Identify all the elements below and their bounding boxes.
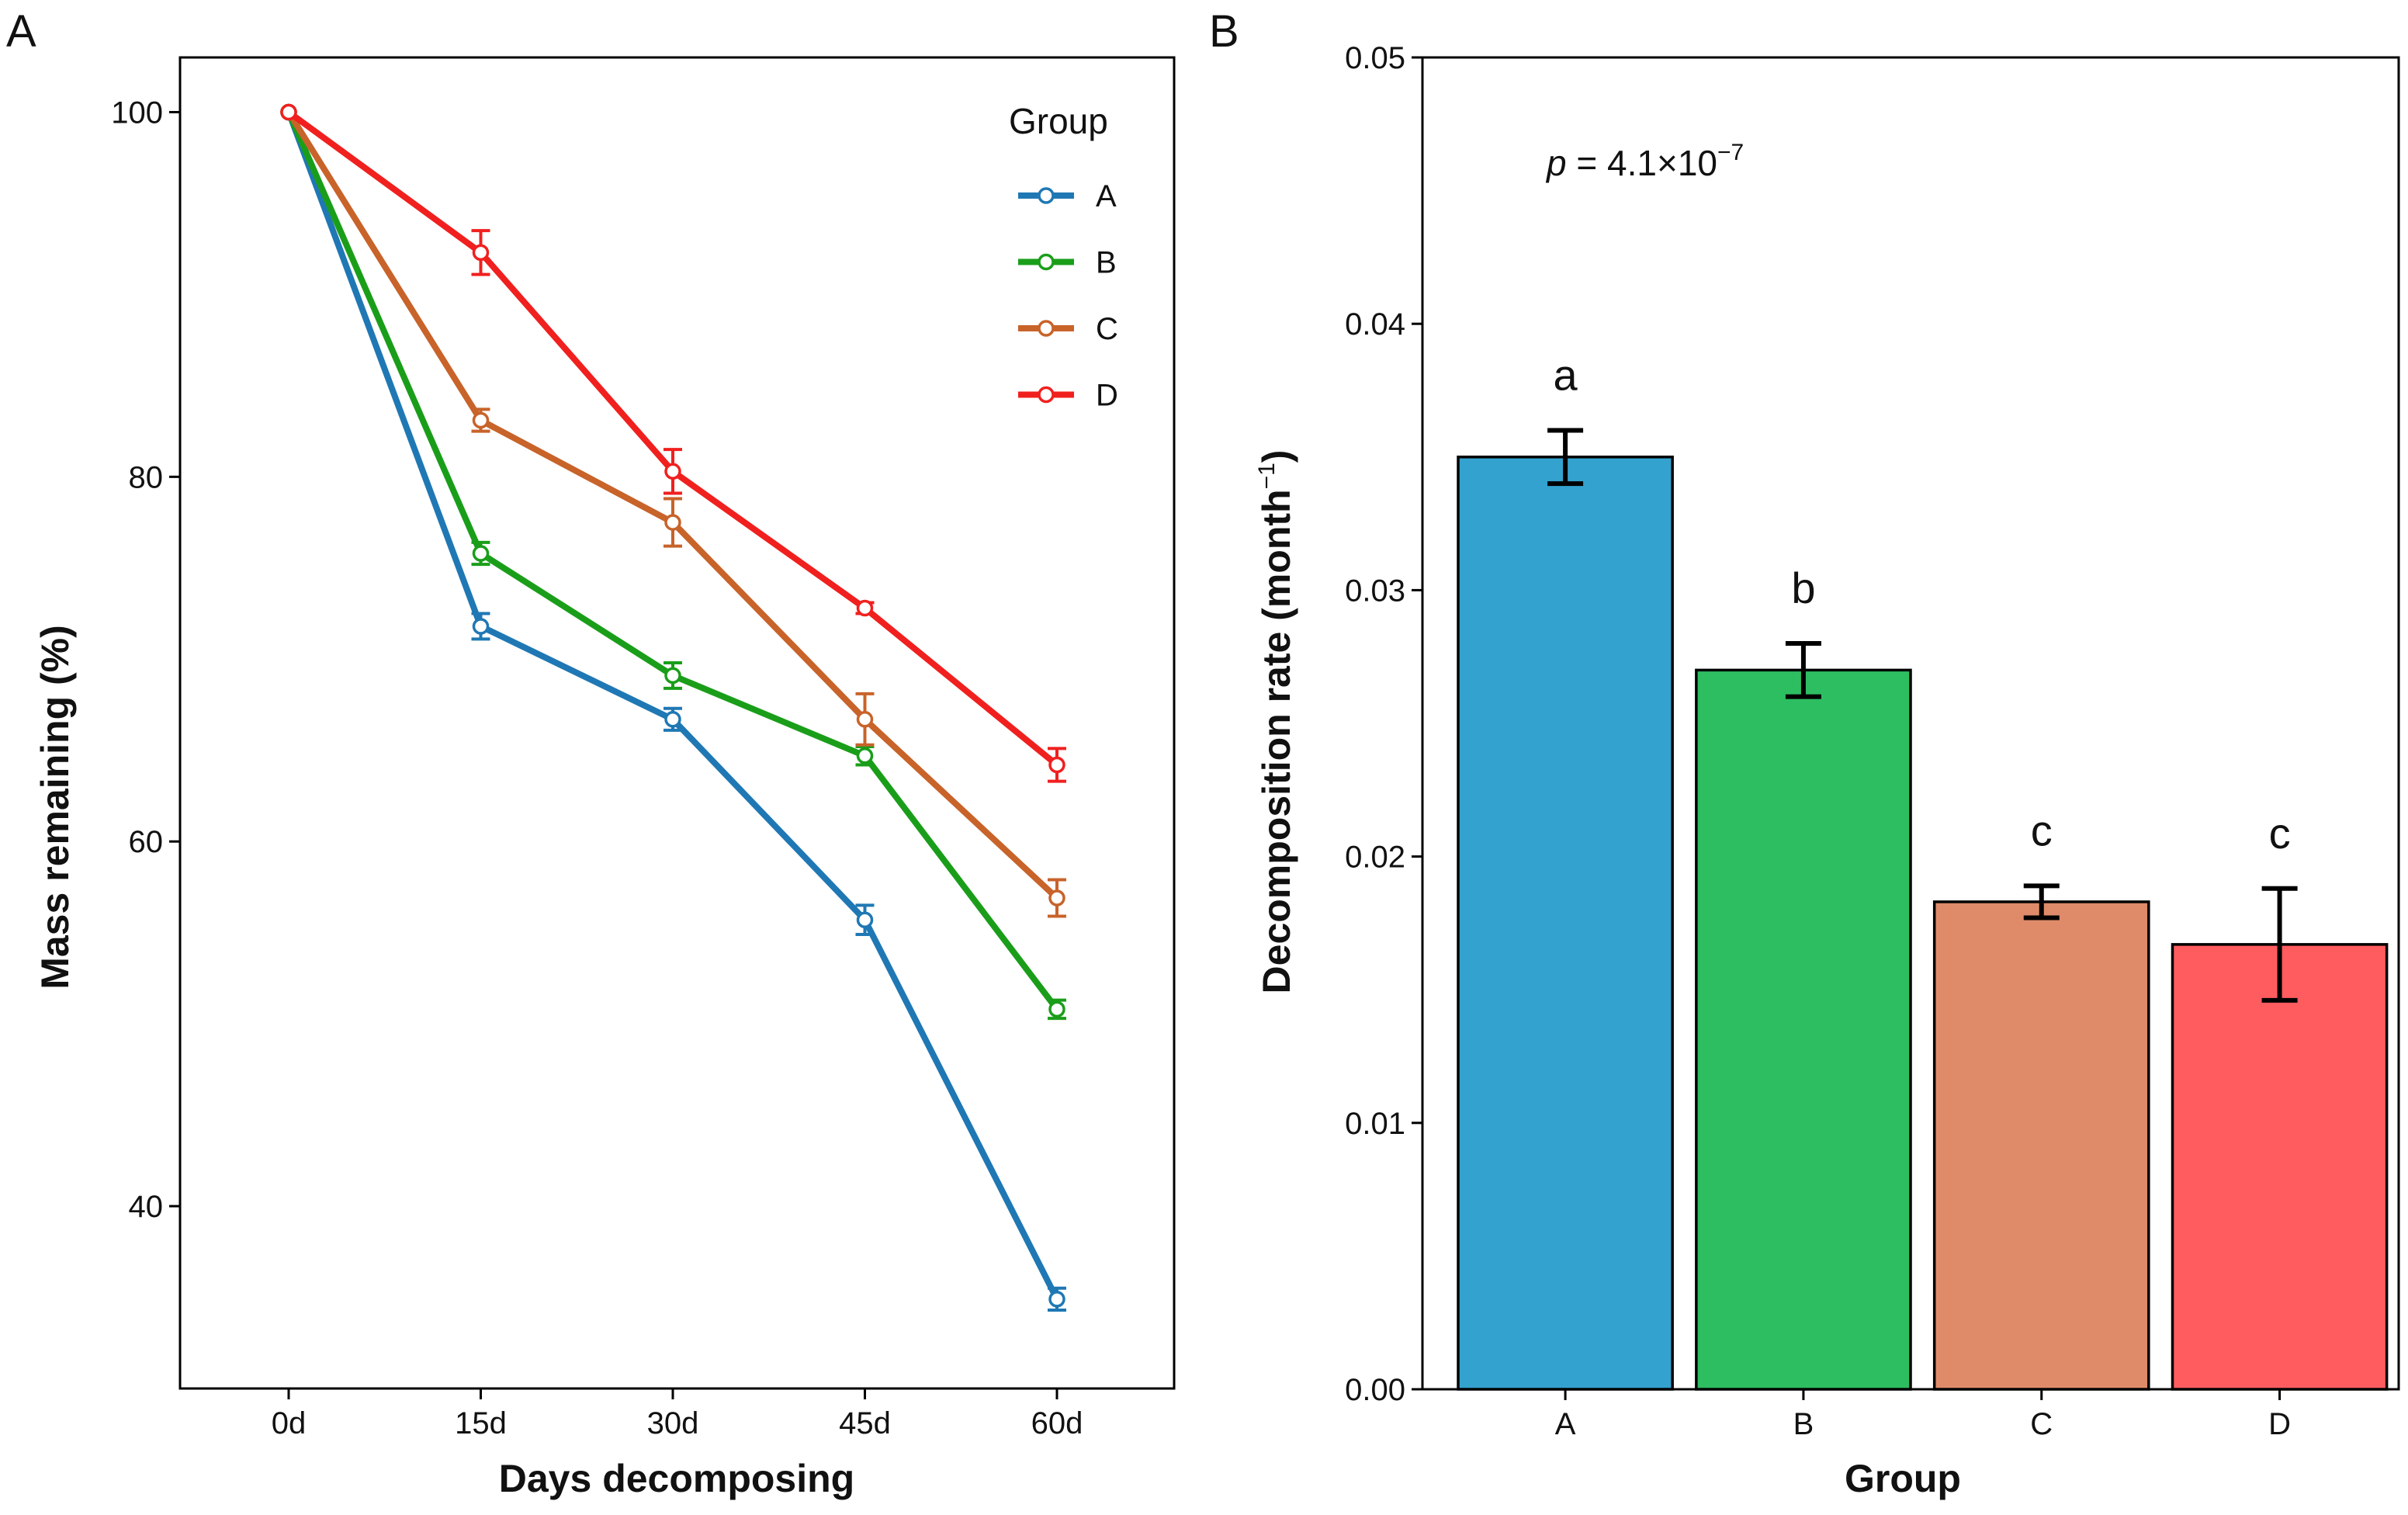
series-b [280, 103, 1066, 1021]
data-point [664, 667, 681, 685]
panel-a-letter: A [6, 6, 36, 57]
panel-b-y-tick-label: 0.04 [1345, 307, 1405, 341]
data-point [472, 545, 490, 562]
bar-b [1695, 668, 1912, 1391]
p-value-symbol: p [1545, 143, 1567, 183]
data-point [1048, 889, 1065, 907]
panel-b-y-tick-label: 0.03 [1345, 574, 1405, 608]
panel-a-x-tick-label: 60d [1031, 1406, 1083, 1440]
panel-b-y-axis-title-exponent: −1 [1254, 463, 1280, 489]
data-point [472, 618, 490, 635]
legend-label: A [1096, 179, 1117, 213]
data-point [472, 244, 490, 262]
legend-label: C [1096, 312, 1118, 346]
p-value-text: = 4.1×10 [1567, 143, 1717, 183]
panel-a-x-axis-title: Days decomposing [499, 1457, 854, 1500]
data-point [856, 599, 874, 617]
panel-a-x-tick-label: 30d [647, 1406, 699, 1440]
data-point [856, 911, 874, 928]
panel-a-y-tick-label: 100 [111, 95, 163, 130]
legend-label: D [1096, 379, 1118, 413]
series-b-line [286, 109, 1060, 1013]
panel-a-y-tick-label: 40 [129, 1190, 164, 1224]
data-point [1048, 1000, 1065, 1018]
panel-b-x-tick-label: B [1793, 1407, 1814, 1441]
series-c [280, 103, 1066, 918]
p-value-exponent: −7 [1717, 140, 1744, 165]
legend-item-c: C [1018, 312, 1118, 346]
panel-b-y-axis-title-main: Decomposition rate (month [1255, 489, 1298, 993]
panel-b-y-axis-title: Decomposition rate (month−1) [1254, 450, 1298, 994]
panel-b-y-axis-title-close: ) [1255, 450, 1298, 463]
data-point [280, 103, 297, 121]
legend-label: B [1096, 246, 1117, 280]
data-point [472, 411, 490, 429]
panel-b-y-tick-label: 0.01 [1345, 1107, 1405, 1141]
legend-item-b: B [1018, 246, 1117, 280]
legend-item-d: D [1018, 379, 1118, 413]
legend-title: Group [1009, 101, 1108, 141]
panel-b-x-tick-label: C [2030, 1407, 2053, 1441]
panel-a-x-tick-label: 0d [272, 1406, 307, 1440]
significance-letter: c [2269, 809, 2291, 858]
legend-marker [1038, 187, 1055, 204]
bar-group-b: bB [1695, 563, 1912, 1441]
series-d [280, 103, 1066, 783]
panel-a-y-tick-label: 80 [129, 460, 164, 494]
panel-a-x-tick-label: 45d [839, 1406, 891, 1440]
panel-b-y-tick-label: 0.00 [1345, 1373, 1405, 1407]
panel-b-y-tick-label: 0.02 [1345, 841, 1405, 875]
significance-letter: a [1554, 350, 1578, 399]
panel-a-x-ticks: 0d 15d 30d 45d 60d [272, 1388, 1083, 1440]
data-point [1048, 756, 1065, 774]
bar-d [2171, 943, 2389, 1391]
panel-b-x-tick-label: A [1555, 1407, 1576, 1441]
bar-c [1932, 900, 2150, 1391]
panel-a: A 40 60 80 100 0d 15d 30d 45d 60d Days decompos… [6, 6, 1176, 1500]
significance-letter: b [1791, 563, 1815, 612]
bar-group-d: cD [2171, 809, 2389, 1441]
legend-marker [1038, 253, 1055, 271]
data-point [856, 747, 874, 764]
legend-item-a: A [1018, 179, 1117, 213]
panel-a-series [280, 103, 1066, 1312]
panel-b-y-ticks: 0.00 0.01 0.02 0.03 0.04 0.05 [1345, 41, 1422, 1407]
bar-group-c: cC [1932, 806, 2150, 1441]
legend-marker [1038, 386, 1055, 404]
legend-marker [1038, 320, 1055, 337]
bar-group-a: aA [1457, 350, 1674, 1441]
data-point [1048, 1291, 1065, 1308]
panel-a-plot-frame [178, 56, 1176, 1390]
data-point [856, 711, 874, 728]
panel-a-y-axis-title: Mass remaining (%) [33, 625, 77, 990]
series-a-line [286, 109, 1060, 1302]
panel-b-x-axis-title: Group [1845, 1457, 1961, 1500]
panel-b-letter: B [1209, 6, 1239, 57]
panel-a-y-tick-label: 60 [129, 825, 164, 859]
panel-a-x-tick-label: 15d [455, 1406, 507, 1440]
bar-a [1457, 456, 1674, 1391]
data-point [664, 514, 681, 531]
p-value-annotation: p = 4.1×10−7 [1545, 140, 1744, 183]
panel-b-x-tick-label: D [2268, 1407, 2291, 1441]
panel-b-y-tick-label: 0.05 [1345, 41, 1405, 75]
data-point [664, 711, 681, 728]
panel-a-y-ticks: 40 60 80 100 [111, 95, 180, 1224]
significance-letter: c [2031, 806, 2053, 855]
data-point [664, 463, 681, 480]
